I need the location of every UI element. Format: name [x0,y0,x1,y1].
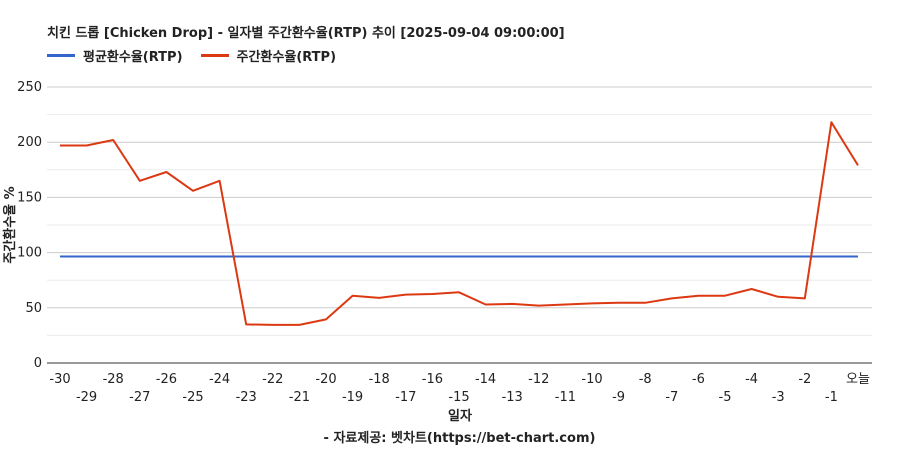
x-tick-label: -23 [236,390,257,405]
x-tick-label: -19 [342,390,363,405]
legend-label-average: 평균환수율(RTP) [83,50,183,65]
legend: 평균환수율(RTP) 주간환수율(RTP) [47,46,336,65]
legend-swatch-weekly [200,54,229,57]
x-tick-label: -13 [502,390,523,405]
x-tick-label: -1 [825,390,838,405]
y-tick-label: 200 [17,135,42,150]
legend-swatch-average [47,54,75,57]
x-tick-label: -12 [528,372,549,387]
y-tick-label: 50 [25,301,42,316]
series-line-weekly [60,121,859,326]
x-tick-label: -17 [395,390,416,405]
x-tick-label: -25 [182,390,203,405]
legend-item-weekly[interactable]: 주간환수율(RTP) [200,46,337,65]
legend-label-weekly: 주간환수율(RTP) [236,50,337,65]
x-tick-label: -8 [639,372,652,387]
x-tick-label: -29 [76,390,97,405]
x-tick-label: -2 [798,372,811,387]
x-tick-label: -14 [475,372,496,387]
y-tick-label: 100 [17,246,42,261]
x-axis-title: 일자 [448,409,472,424]
x-tick-label: -3 [772,390,785,405]
x-tick-label: 오늘 [846,372,870,387]
x-tick-label: -20 [315,372,336,387]
x-tick-label: -5 [719,390,732,405]
x-tick-label: -9 [612,390,625,405]
x-tick-label: -15 [448,390,469,405]
source-credit: - 자료제공: 벳차트(https://bet-chart.com) [323,431,596,446]
x-tick-label: -10 [581,372,602,387]
x-tick-label: -22 [262,372,283,387]
x-tick-label: -24 [209,372,230,387]
x-tick-label: -27 [129,390,150,405]
x-tick-label: -18 [369,372,390,387]
y-axis-title: 주간환수율 % [2,186,18,263]
chart-title: 치킨 드롭 [Chicken Drop] - 일자별 주간환수율(RTP) 추이… [47,26,565,41]
x-tick-label: -6 [692,372,705,387]
x-tick-label: -30 [49,372,70,387]
y-tick-label: 250 [17,80,42,95]
y-tick-label: 150 [17,190,42,205]
x-tick-label: -26 [156,372,177,387]
x-tick-label: -16 [422,372,443,387]
y-tick-label: 0 [34,356,42,371]
x-tick-label: -7 [665,390,678,405]
legend-item-average[interactable]: 평균환수율(RTP) [47,46,183,65]
x-tick-label: -28 [103,372,124,387]
x-tick-label: -4 [745,372,758,387]
x-tick-label: -21 [289,390,310,405]
x-tick-label: -11 [555,390,576,405]
